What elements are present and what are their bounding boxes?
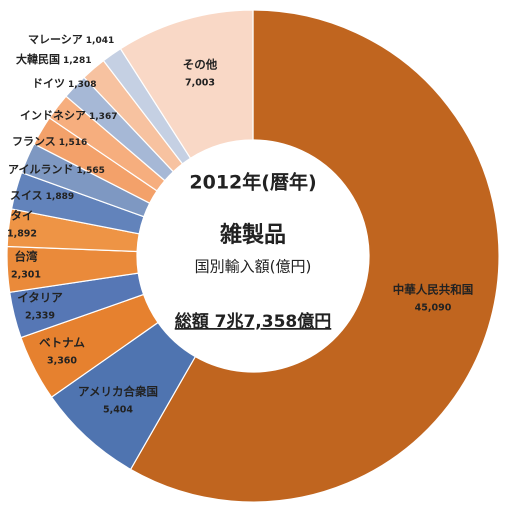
value-label: 1,565 bbox=[76, 166, 104, 176]
slice-label: アイルランド 1,565 bbox=[8, 163, 105, 176]
slice-label: フランス 1,516 bbox=[12, 135, 87, 148]
slice bbox=[119, 9, 254, 160]
category-label: 中華人民共和国 bbox=[393, 283, 474, 297]
value-label: 1,516 bbox=[59, 138, 87, 148]
value-label: 2,301 bbox=[11, 270, 41, 281]
value-label: 3,360 bbox=[47, 356, 77, 367]
category-label: その他 bbox=[183, 58, 218, 72]
value-label: 1,308 bbox=[68, 80, 96, 90]
center-total: 総額 7兆7,358億円 bbox=[175, 311, 332, 332]
slice-label: 大韓民国 1,281 bbox=[16, 52, 91, 66]
slice-label: マレーシア 1,041 bbox=[28, 33, 114, 46]
center-title: 雑製品 bbox=[219, 222, 286, 248]
slice-label: ドイツ 1,308 bbox=[32, 77, 96, 90]
slice-label: インドネシア 1,367 bbox=[20, 109, 117, 122]
category-label: 大韓民国 bbox=[16, 52, 60, 66]
value-label: 1,367 bbox=[89, 112, 117, 122]
value-label: 45,090 bbox=[415, 303, 452, 314]
category-label: 台湾 bbox=[15, 250, 38, 264]
category-label: アメリカ合衆国 bbox=[78, 385, 158, 399]
category-label: タイ bbox=[11, 209, 34, 223]
category-label: マレーシア bbox=[28, 33, 83, 46]
value-label: 5,404 bbox=[103, 405, 133, 416]
category-label: ベトナム bbox=[39, 336, 85, 350]
slices bbox=[6, 9, 500, 503]
category-label: イタリア bbox=[17, 291, 63, 305]
category-label: インドネシア bbox=[20, 109, 86, 122]
category-label: フランス bbox=[12, 135, 56, 148]
center-subtitle: 国別輸入額(億円) bbox=[195, 258, 312, 276]
slice bbox=[129, 9, 500, 503]
center-year: 2012年(暦年) bbox=[189, 171, 316, 194]
value-label: 1,892 bbox=[7, 229, 37, 240]
category-label: アイルランド bbox=[8, 163, 73, 176]
value-label: 1,281 bbox=[63, 56, 91, 66]
value-label: 1,889 bbox=[46, 192, 74, 202]
category-label: ドイツ bbox=[32, 77, 65, 90]
category-label: スイス bbox=[10, 189, 43, 202]
slice-label: スイス 1,889 bbox=[10, 189, 74, 202]
value-label: 1,041 bbox=[86, 36, 114, 46]
value-label: 2,339 bbox=[25, 311, 55, 322]
value-label: 7,003 bbox=[185, 78, 215, 89]
